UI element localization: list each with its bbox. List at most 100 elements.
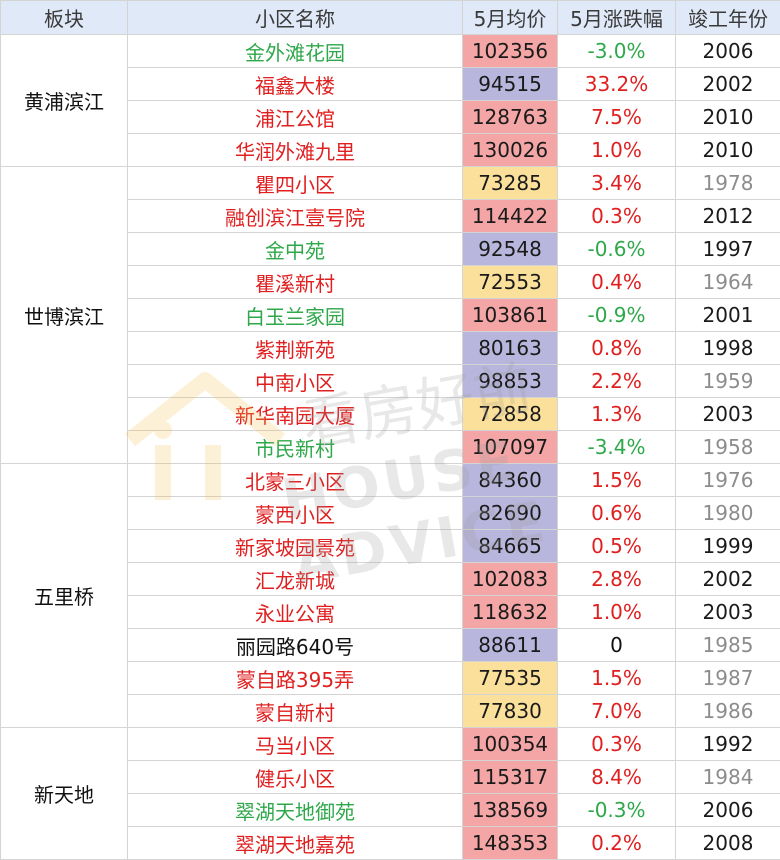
price-change-cell[interactable]: 0.8% [558, 332, 676, 365]
community-name-cell[interactable]: 金外滩花园 [128, 35, 463, 68]
completion-year-cell[interactable]: 2003 [676, 596, 780, 629]
community-name-cell[interactable]: 融创滨江壹号院 [128, 200, 463, 233]
community-name-cell[interactable]: 紫荆新苑 [128, 332, 463, 365]
completion-year-cell[interactable]: 1997 [676, 233, 780, 266]
header-may-avg-price[interactable]: 5月均价 [463, 1, 558, 35]
avg-price-cell[interactable]: 73285 [463, 167, 558, 200]
avg-price-cell[interactable]: 103861 [463, 299, 558, 332]
completion-year-cell[interactable]: 1976 [676, 464, 780, 497]
avg-price-cell[interactable]: 82690 [463, 497, 558, 530]
avg-price-cell[interactable]: 102083 [463, 563, 558, 596]
avg-price-cell[interactable]: 115317 [463, 761, 558, 794]
header-community-name[interactable]: 小区名称 [128, 1, 463, 35]
district-cell[interactable]: 黄浦滨江 [1, 35, 128, 167]
avg-price-cell[interactable]: 130026 [463, 134, 558, 167]
avg-price-cell[interactable]: 148353 [463, 827, 558, 860]
avg-price-cell[interactable]: 114422 [463, 200, 558, 233]
price-change-cell[interactable]: -3.0% [558, 35, 676, 68]
price-change-cell[interactable]: 1.0% [558, 596, 676, 629]
price-change-cell[interactable]: 2.8% [558, 563, 676, 596]
price-change-cell[interactable]: -3.4% [558, 431, 676, 464]
header-completion-year[interactable]: 竣工年份 [676, 1, 780, 35]
completion-year-cell[interactable]: 1999 [676, 530, 780, 563]
completion-year-cell[interactable]: 2006 [676, 794, 780, 827]
community-name-cell[interactable]: 翠湖天地嘉苑 [128, 827, 463, 860]
avg-price-cell[interactable]: 77535 [463, 662, 558, 695]
avg-price-cell[interactable]: 94515 [463, 68, 558, 101]
completion-year-cell[interactable]: 2003 [676, 398, 780, 431]
completion-year-cell[interactable]: 1986 [676, 695, 780, 728]
completion-year-cell[interactable]: 2001 [676, 299, 780, 332]
avg-price-cell[interactable]: 100354 [463, 728, 558, 761]
completion-year-cell[interactable]: 1992 [676, 728, 780, 761]
price-change-cell[interactable]: 2.2% [558, 365, 676, 398]
district-cell[interactable]: 五里桥 [1, 464, 128, 728]
community-name-cell[interactable]: 中南小区 [128, 365, 463, 398]
price-change-cell[interactable]: 0.3% [558, 200, 676, 233]
completion-year-cell[interactable]: 1987 [676, 662, 780, 695]
completion-year-cell[interactable]: 1980 [676, 497, 780, 530]
completion-year-cell[interactable]: 1959 [676, 365, 780, 398]
completion-year-cell[interactable]: 1958 [676, 431, 780, 464]
price-change-cell[interactable]: 0.6% [558, 497, 676, 530]
community-name-cell[interactable]: 蒙自路395弄 [128, 662, 463, 695]
completion-year-cell[interactable]: 1964 [676, 266, 780, 299]
avg-price-cell[interactable]: 102356 [463, 35, 558, 68]
completion-year-cell[interactable]: 2002 [676, 68, 780, 101]
community-name-cell[interactable]: 丽园路640号 [128, 629, 463, 662]
community-name-cell[interactable]: 健乐小区 [128, 761, 463, 794]
price-change-cell[interactable]: 1.0% [558, 134, 676, 167]
avg-price-cell[interactable]: 107097 [463, 431, 558, 464]
price-change-cell[interactable]: 1.5% [558, 464, 676, 497]
avg-price-cell[interactable]: 72553 [463, 266, 558, 299]
community-name-cell[interactable]: 金中苑 [128, 233, 463, 266]
community-name-cell[interactable]: 市民新村 [128, 431, 463, 464]
community-name-cell[interactable]: 白玉兰家园 [128, 299, 463, 332]
avg-price-cell[interactable]: 118632 [463, 596, 558, 629]
price-change-cell[interactable]: 0.5% [558, 530, 676, 563]
community-name-cell[interactable]: 汇龙新城 [128, 563, 463, 596]
avg-price-cell[interactable]: 138569 [463, 794, 558, 827]
completion-year-cell[interactable]: 1984 [676, 761, 780, 794]
price-change-cell[interactable]: 1.5% [558, 662, 676, 695]
header-district[interactable]: 板块 [1, 1, 128, 35]
community-name-cell[interactable]: 永业公寓 [128, 596, 463, 629]
community-name-cell[interactable]: 翠湖天地御苑 [128, 794, 463, 827]
community-name-cell[interactable]: 华润外滩九里 [128, 134, 463, 167]
avg-price-cell[interactable]: 80163 [463, 332, 558, 365]
price-change-cell[interactable]: 0 [558, 629, 676, 662]
price-change-cell[interactable]: 7.5% [558, 101, 676, 134]
completion-year-cell[interactable]: 2012 [676, 200, 780, 233]
district-cell[interactable]: 新天地 [1, 728, 128, 860]
avg-price-cell[interactable]: 84360 [463, 464, 558, 497]
community-name-cell[interactable]: 瞿溪新村 [128, 266, 463, 299]
price-change-cell[interactable]: -0.6% [558, 233, 676, 266]
price-change-cell[interactable]: 8.4% [558, 761, 676, 794]
avg-price-cell[interactable]: 98853 [463, 365, 558, 398]
district-cell[interactable]: 世博滨江 [1, 167, 128, 464]
completion-year-cell[interactable]: 2010 [676, 101, 780, 134]
completion-year-cell[interactable]: 2002 [676, 563, 780, 596]
community-name-cell[interactable]: 蒙西小区 [128, 497, 463, 530]
price-change-cell[interactable]: -0.9% [558, 299, 676, 332]
price-change-cell[interactable]: 0.2% [558, 827, 676, 860]
community-name-cell[interactable]: 蒙自新村 [128, 695, 463, 728]
community-name-cell[interactable]: 浦江公馆 [128, 101, 463, 134]
community-name-cell[interactable]: 福鑫大楼 [128, 68, 463, 101]
avg-price-cell[interactable]: 88611 [463, 629, 558, 662]
header-may-change[interactable]: 5月涨跌幅 [558, 1, 676, 35]
completion-year-cell[interactable]: 1978 [676, 167, 780, 200]
community-name-cell[interactable]: 新家坡园景苑 [128, 530, 463, 563]
price-change-cell[interactable]: 1.3% [558, 398, 676, 431]
price-change-cell[interactable]: 7.0% [558, 695, 676, 728]
avg-price-cell[interactable]: 77830 [463, 695, 558, 728]
avg-price-cell[interactable]: 84665 [463, 530, 558, 563]
avg-price-cell[interactable]: 128763 [463, 101, 558, 134]
price-change-cell[interactable]: 3.4% [558, 167, 676, 200]
avg-price-cell[interactable]: 92548 [463, 233, 558, 266]
community-name-cell[interactable]: 北蒙三小区 [128, 464, 463, 497]
community-name-cell[interactable]: 瞿四小区 [128, 167, 463, 200]
price-change-cell[interactable]: -0.3% [558, 794, 676, 827]
completion-year-cell[interactable]: 2008 [676, 827, 780, 860]
avg-price-cell[interactable]: 72858 [463, 398, 558, 431]
